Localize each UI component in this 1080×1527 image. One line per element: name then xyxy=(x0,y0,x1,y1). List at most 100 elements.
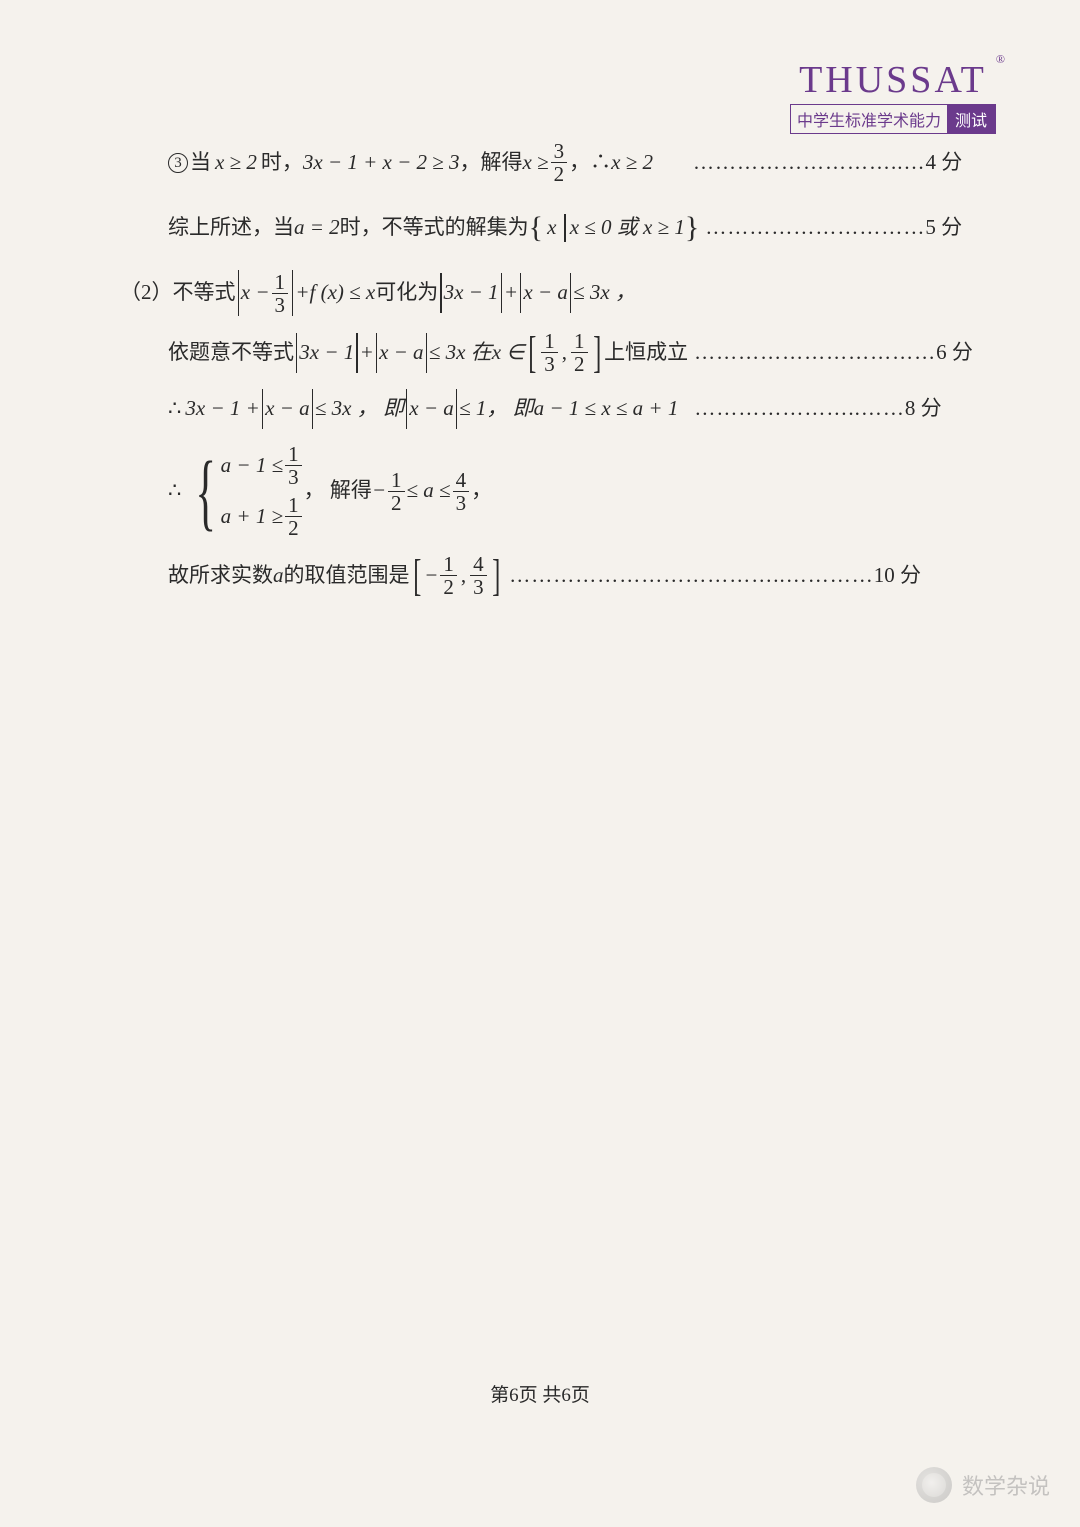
bracket-open: [ xyxy=(413,554,421,598)
content: 3 当 x ≥ 2 时， 3x − 1 + x − 2 ≥ 3 ，解得 x ≥ … xyxy=(120,140,970,598)
bracket-open: [ xyxy=(528,331,536,375)
t: 可化为 xyxy=(375,273,438,313)
leader-dots: ………………………… xyxy=(705,208,925,248)
den: 3 xyxy=(272,294,289,316)
big-brace: { xyxy=(196,456,217,526)
den: 2 xyxy=(388,492,405,514)
fraction: 1 3 xyxy=(285,443,302,488)
abs: x − a xyxy=(404,389,459,429)
therefore: ∴ xyxy=(168,389,181,429)
t: 的取值范围是 xyxy=(284,556,410,596)
score: 6 分 xyxy=(936,333,973,373)
expr: 3x − 1 + xyxy=(185,389,259,429)
therefore-line-1: ∴ 3x − 1 + x − a ≤ 3x ， 即 x − a ≤ 1， 即 a… xyxy=(120,389,970,429)
t: ，解得 xyxy=(460,143,523,183)
num: 1 xyxy=(440,553,457,576)
watermark-icon xyxy=(916,1467,952,1503)
interval-line: 依题意不等式 3x − 1 + x − a ≤ 3x 在 x ∈ [ 1 3 ,… xyxy=(120,330,970,375)
logo-block: THUSSAT ® 中学生标准学术能力 测试 xyxy=(790,58,996,134)
abs-inner: x − a xyxy=(379,333,424,373)
logo-subtitle: 中学生标准学术能力 测试 xyxy=(790,104,996,134)
page-footer: 第6页 共6页 xyxy=(0,1380,1080,1407)
watermark-text: 数学杂说 xyxy=(962,1469,1050,1501)
leader-dots: ………………………..… xyxy=(693,143,926,183)
plus: + xyxy=(360,333,374,373)
abs-inner: x − a xyxy=(265,389,310,429)
score: 5 分 xyxy=(925,208,962,248)
den: 2 xyxy=(285,517,302,539)
logo-sub-1: 中学生标准学术能力 xyxy=(791,105,947,133)
fraction: 1 2 xyxy=(440,553,457,598)
abs-inner: x − xyxy=(241,273,270,313)
num: 1 xyxy=(285,494,302,517)
logo-text: THUSSAT xyxy=(799,59,987,101)
expr: ≤ 3x ， 即 xyxy=(315,389,404,429)
set-body: x ≤ 0 或 x ≥ 1 xyxy=(570,208,685,248)
expr: ≤ a ≤ xyxy=(407,471,451,511)
abs: x − a xyxy=(374,333,429,373)
brace-system: { a − 1 ≤ 1 3 a + 1 ≥ 1 2 xyxy=(185,443,303,539)
den: 3 xyxy=(541,353,558,375)
summary-line: 综上所述，当 a = 2 时，不等式的解集为 { x x ≤ 0 或 x ≥ 1… xyxy=(120,199,970,256)
conclusion-line: 故所求实数 a 的取值范围是 [ − 1 2 , 4 3 ] ………………………… xyxy=(120,553,970,598)
den: 2 xyxy=(440,576,457,598)
leader-dots: …………………..…… xyxy=(694,389,905,429)
fraction: 4 3 xyxy=(453,469,470,514)
t: 依题意不等式 xyxy=(168,333,294,373)
set-builder: { x x ≤ 0 或 x ≥ 1 } xyxy=(529,199,700,256)
watermark: 数学杂说 xyxy=(916,1467,1050,1503)
part-label: （2） xyxy=(120,273,173,313)
logo-sub-2: 测试 xyxy=(947,105,995,133)
abs: 3x − 1 xyxy=(438,273,504,313)
fraction: 1 2 xyxy=(285,494,302,539)
part-2-line: （2） 不等式 x − 1 3 + f (x) ≤ x 可化为 3x − 1 +… xyxy=(120,270,970,316)
t: 综上所述，当 xyxy=(168,208,294,248)
t: ，∴ xyxy=(569,143,611,183)
den: 3 xyxy=(453,492,470,514)
expr: a − 1 ≤ x ≤ a + 1 xyxy=(534,389,679,429)
comma: , xyxy=(459,556,468,596)
abs: x − a xyxy=(518,273,573,313)
fraction: 4 3 xyxy=(470,553,487,598)
expr: x ≥ xyxy=(523,143,549,183)
fraction: 1 3 xyxy=(541,330,558,375)
t: 故所求实数 xyxy=(168,556,273,596)
neg: − xyxy=(424,556,438,596)
var-a: a xyxy=(273,556,284,596)
plus: + xyxy=(504,273,518,313)
abs: x − 1 3 xyxy=(236,270,296,316)
num: 3 xyxy=(551,140,568,163)
leader-dots: …………………………… xyxy=(694,333,936,373)
score: 8 分 xyxy=(905,389,942,429)
t: 不等式 xyxy=(173,273,236,313)
step-3-line: 3 当 x ≥ 2 时， 3x − 1 + x − 2 ≥ 3 ，解得 x ≥ … xyxy=(120,140,970,185)
num: 1 xyxy=(388,469,405,492)
expr: 3x − 1 + x − 2 ≥ 3 xyxy=(303,143,460,183)
system-rows: a − 1 ≤ 1 3 a + 1 ≥ 1 2 xyxy=(221,443,304,539)
set-var: x xyxy=(547,208,556,248)
abs-inner: 3x − 1 xyxy=(444,273,499,313)
den: 3 xyxy=(470,576,487,598)
comma: , xyxy=(560,333,569,373)
num: 1 xyxy=(285,443,302,466)
den: 3 xyxy=(285,466,302,488)
t: ， xyxy=(471,471,492,511)
set-bar xyxy=(564,214,565,242)
num: 1 xyxy=(571,330,588,353)
abs: 3x − 1 xyxy=(294,333,360,373)
expr: f (x) ≤ x xyxy=(310,273,376,313)
neg: − xyxy=(372,471,386,511)
tail: ≤ 3x ， xyxy=(573,273,636,313)
system-row-2: a + 1 ≥ 1 2 xyxy=(221,494,304,539)
score: 10 分 xyxy=(874,556,921,596)
t: 时， xyxy=(261,143,303,183)
abs-inner: 3x − 1 xyxy=(299,333,354,373)
therefore: ∴ xyxy=(168,471,181,511)
system-line: ∴ { a − 1 ≤ 1 3 a + 1 ≥ 1 xyxy=(120,443,970,539)
circled-3: 3 xyxy=(168,153,188,173)
bracket-close: ] xyxy=(593,331,601,375)
expr: ≤ 1， 即 xyxy=(459,389,534,429)
num: 4 xyxy=(470,553,487,576)
t: 当 xyxy=(190,143,211,183)
abs-inner: x − a xyxy=(523,273,568,313)
